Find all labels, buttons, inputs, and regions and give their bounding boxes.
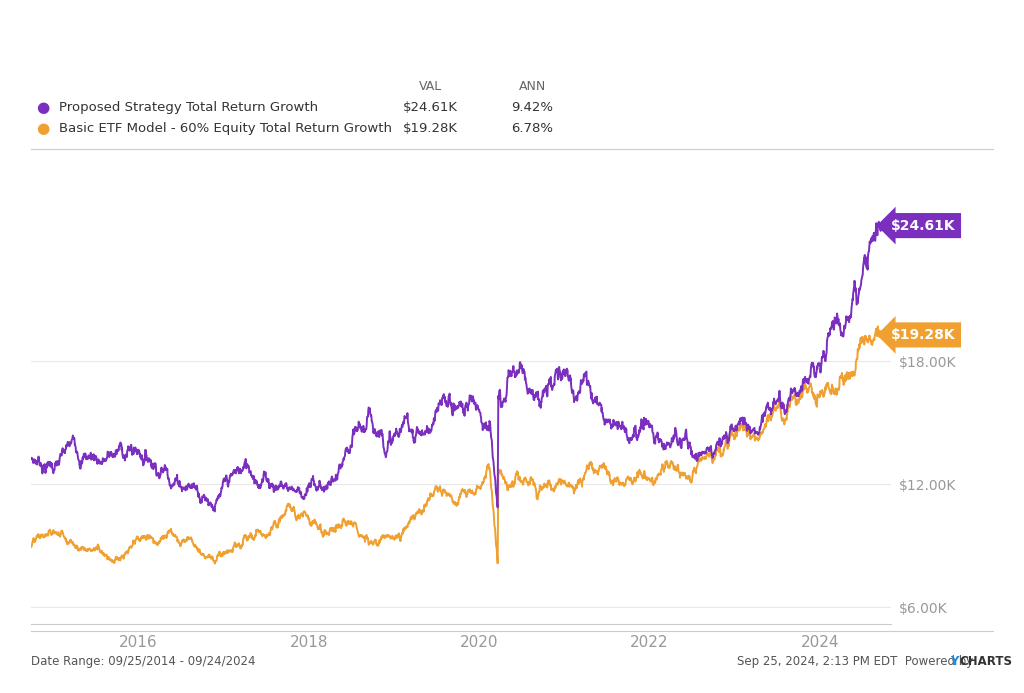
- Text: ●: ●: [36, 100, 49, 115]
- Text: Basic ETF Model - 60% Equity Total Return Growth: Basic ETF Model - 60% Equity Total Retur…: [59, 122, 392, 134]
- Text: $24.61K: $24.61K: [402, 101, 458, 114]
- Text: 6.78%: 6.78%: [511, 122, 554, 134]
- Text: VAL: VAL: [419, 80, 441, 93]
- Text: Date Range: 09/25/2014 - 09/24/2024: Date Range: 09/25/2014 - 09/24/2024: [31, 656, 255, 668]
- Text: $19.28K: $19.28K: [891, 328, 955, 342]
- Text: Sep 25, 2024, 2:13 PM EDT  Powered by: Sep 25, 2024, 2:13 PM EDT Powered by: [737, 656, 977, 668]
- Text: ●: ●: [36, 121, 49, 136]
- Text: CHARTS: CHARTS: [959, 656, 1013, 668]
- Text: Y: Y: [950, 656, 958, 668]
- Text: $24.61K: $24.61K: [891, 218, 955, 233]
- Text: 9.42%: 9.42%: [511, 101, 554, 114]
- Text: Proposed Strategy Total Return Growth: Proposed Strategy Total Return Growth: [59, 101, 318, 114]
- Text: ANN: ANN: [519, 80, 546, 93]
- Text: $19.28K: $19.28K: [402, 122, 458, 134]
